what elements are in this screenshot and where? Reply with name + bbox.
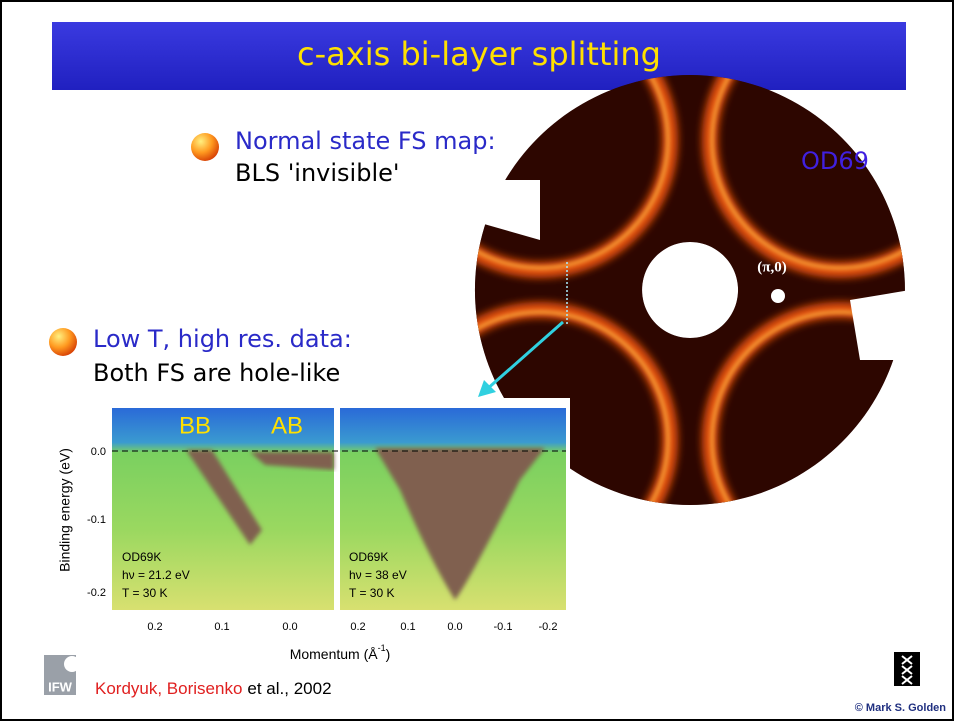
bullet-heading: Low T, high res. data: [93, 325, 352, 353]
bullet-heading: Normal state FS map: [235, 127, 496, 155]
x-tick-label: 0.0 [282, 621, 297, 633]
x-axis-label-sup: -1 [378, 643, 386, 653]
bullet-icon [191, 133, 219, 161]
pi-zero-point [771, 289, 785, 303]
x-tick-label: 0.2 [350, 621, 365, 633]
map-notch [850, 290, 910, 360]
sample-label: OD69 [801, 147, 869, 175]
citation-authors: Kordyuk, Borisenko [95, 679, 242, 698]
x-axis-label-end: ) [386, 646, 391, 662]
pi-zero-label: (π,0) [757, 259, 786, 275]
x-axis-label-text: Momentum (Å [290, 646, 379, 662]
y-tick-label: -0.2 [87, 587, 106, 599]
band-label: BB [179, 412, 211, 439]
panel-info: hν = 38 eV [349, 568, 407, 582]
y-tick-label: 0.0 [91, 446, 106, 458]
band-label: AB [271, 412, 303, 439]
x-tick-label: -0.2 [539, 621, 558, 633]
slide: c-axis bi-layer splitting (π,0) OD69 Nor… [0, 0, 954, 721]
citation: Kordyuk, Borisenko et al., 2002 [95, 679, 332, 698]
y-axis-label: Binding energy (eV) [57, 448, 73, 572]
slide-title: c-axis bi-layer splitting [297, 35, 661, 73]
x-tick-label: -0.1 [494, 621, 513, 633]
panel-info: hν = 21.2 eV [122, 568, 190, 582]
x-tick-label: 0.1 [214, 621, 229, 633]
ifw-logo-text: IFW [48, 679, 73, 694]
x-tick-label: 0.2 [147, 621, 162, 633]
bullet-icon [49, 328, 77, 356]
x-tick-label: 0.0 [447, 621, 462, 633]
y-tick-label: -0.1 [87, 514, 106, 526]
x-axis-label: Momentum (Å-1) [290, 643, 391, 661]
panel-info: OD69K [122, 550, 161, 564]
ifw-logo-mark [64, 656, 80, 672]
bullet-text: BLS 'invisible' [235, 159, 399, 187]
panel-info: T = 30 K [349, 586, 394, 600]
panel-info: OD69K [349, 550, 388, 564]
x-tick-label: 0.1 [400, 621, 415, 633]
panel-info: T = 30 K [122, 586, 167, 600]
copyright: © Mark S. Golden [855, 702, 947, 714]
citation-rest: et al., 2002 [247, 679, 331, 698]
bullet-text: Both FS are hole-like [93, 359, 340, 387]
